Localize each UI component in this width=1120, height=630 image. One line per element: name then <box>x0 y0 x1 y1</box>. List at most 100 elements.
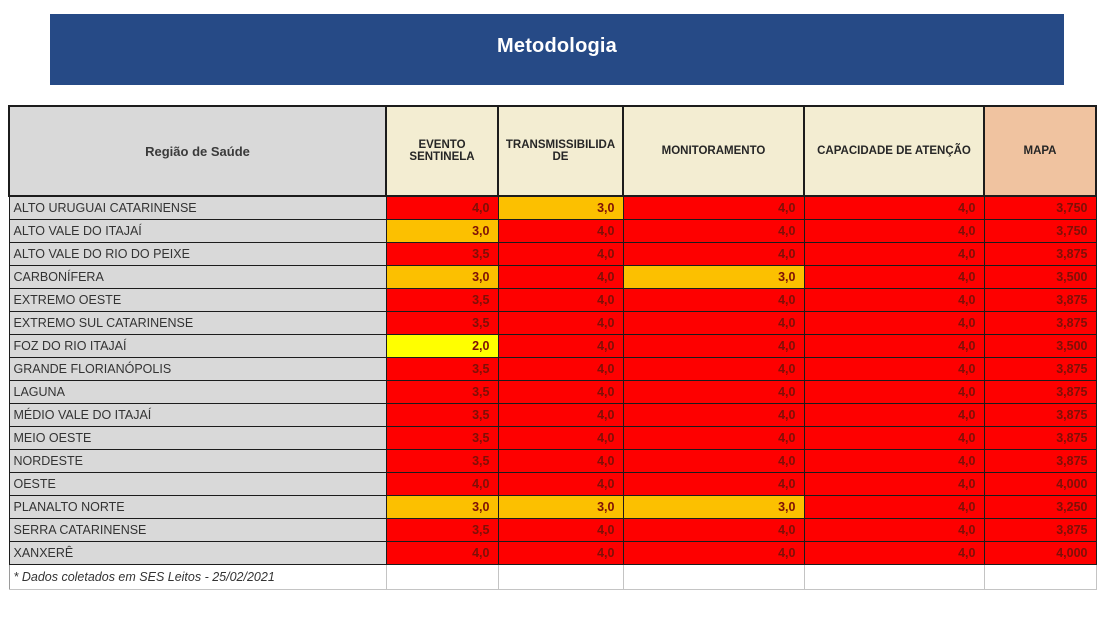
value-cell: 4,0 <box>803 334 985 358</box>
region-cell: EXTREMO SUL CATARINENSE <box>8 311 387 335</box>
value-cell: 4,0 <box>497 357 624 381</box>
region-cell: GRANDE FLORIANÓPOLIS <box>8 357 387 381</box>
value-cell: 4,0 <box>497 311 624 335</box>
value-cell: 4,0 <box>803 219 985 243</box>
value-cell: 4,0 <box>803 265 985 289</box>
value-cell: 4,0 <box>622 357 805 381</box>
value-cell: 3,875 <box>983 518 1097 542</box>
value-cell: 4,0 <box>385 472 499 496</box>
region-cell: XANXERÊ <box>8 541 387 565</box>
table-row: ALTO VALE DO ITAJAÍ 3,0 4,0 4,0 4,0 3,750 <box>8 219 1097 243</box>
value-cell: 3,875 <box>983 311 1097 335</box>
value-cell: 4,0 <box>803 541 985 565</box>
value-cell: 3,250 <box>983 495 1097 519</box>
value-cell: 4,0 <box>497 449 624 473</box>
region-cell: OESTE <box>8 472 387 496</box>
value-cell: 3,0 <box>497 495 624 519</box>
title-banner: Metodologia <box>50 14 1064 85</box>
value-cell: 4,0 <box>803 403 985 427</box>
footnote-row: * Dados coletados em SES Leitos - 25/02/… <box>8 564 1097 590</box>
footnote-text: * Dados coletados em SES Leitos - 25/02/… <box>8 564 387 590</box>
table-row: EXTREMO OESTE 3,5 4,0 4,0 4,0 3,875 <box>8 288 1097 312</box>
table-row: GRANDE FLORIANÓPOLIS 3,5 4,0 4,0 4,0 3,875 <box>8 357 1097 381</box>
region-cell: ALTO VALE DO RIO DO PEIXE <box>8 242 387 266</box>
methodology-table: Região de Saúde EVENTO SENTINELA TRANSMI… <box>8 105 1097 590</box>
table-body: ALTO URUGUAI CATARINENSE 4,0 3,0 4,0 4,0 3,75… <box>8 195 1097 565</box>
page-title: Metodologia <box>497 35 617 57</box>
value-cell: 4,0 <box>497 288 624 312</box>
column-header-transmissibilidade: TRANSMISSIBILIDADE <box>497 105 624 197</box>
value-cell: 4,0 <box>803 449 985 473</box>
value-cell: 3,5 <box>385 380 499 404</box>
table-row: MÉDIO VALE DO ITAJAÍ 3,5 4,0 4,0 4,0 3,875 <box>8 403 1097 427</box>
table-row: EXTREMO SUL CATARINENSE 3,5 4,0 4,0 4,0 3,875 <box>8 311 1097 335</box>
value-cell: 3,5 <box>385 403 499 427</box>
value-cell: 3,500 <box>983 334 1097 358</box>
column-header-regiao: Região de Saúde <box>8 105 387 197</box>
value-cell: 3,875 <box>983 426 1097 450</box>
value-cell: 3,5 <box>385 242 499 266</box>
value-cell: 3,750 <box>983 195 1097 220</box>
table-row: FOZ DO RIO ITAJAÍ 2,0 4,0 4,0 4,0 3,500 <box>8 334 1097 358</box>
value-cell: 4,0 <box>803 426 985 450</box>
footnote-empty-cell <box>983 564 1097 590</box>
value-cell: 4,0 <box>803 242 985 266</box>
value-cell: 4,0 <box>497 380 624 404</box>
value-cell: 3,875 <box>983 242 1097 266</box>
value-cell: 3,5 <box>385 449 499 473</box>
value-cell: 4,0 <box>803 311 985 335</box>
value-cell: 4,0 <box>622 403 805 427</box>
table-row: SERRA CATARINENSE 3,5 4,0 4,0 4,0 3,875 <box>8 518 1097 542</box>
value-cell: 4,0 <box>497 403 624 427</box>
footnote-empty-cell <box>622 564 805 590</box>
value-cell: 3,750 <box>983 219 1097 243</box>
footnote-empty-cell <box>803 564 985 590</box>
value-cell: 4,0 <box>497 541 624 565</box>
value-cell: 4,000 <box>983 541 1097 565</box>
value-cell: 3,5 <box>385 357 499 381</box>
footnote-empty-cell <box>385 564 499 590</box>
value-cell: 3,0 <box>622 495 805 519</box>
value-cell: 4,0 <box>622 219 805 243</box>
value-cell: 4,0 <box>385 541 499 565</box>
region-cell: LAGUNA <box>8 380 387 404</box>
value-cell: 3,875 <box>983 449 1097 473</box>
value-cell: 4,0 <box>803 288 985 312</box>
value-cell: 4,0 <box>622 380 805 404</box>
region-cell: ALTO VALE DO ITAJAÍ <box>8 219 387 243</box>
region-cell: EXTREMO OESTE <box>8 288 387 312</box>
region-cell: FOZ DO RIO ITAJAÍ <box>8 334 387 358</box>
table-row: NORDESTE 3,5 4,0 4,0 4,0 3,875 <box>8 449 1097 473</box>
value-cell: 4,0 <box>497 472 624 496</box>
value-cell: 4,000 <box>983 472 1097 496</box>
value-cell: 4,0 <box>497 334 624 358</box>
value-cell: 4,0 <box>803 195 985 220</box>
region-cell: MEIO OESTE <box>8 426 387 450</box>
value-cell: 4,0 <box>622 449 805 473</box>
column-header-monitoramento: MONITORAMENTO <box>622 105 805 197</box>
table-footer: * Dados coletados em SES Leitos - 25/02/… <box>8 564 1097 590</box>
table-row: ALTO URUGUAI CATARINENSE 4,0 3,0 4,0 4,0 3,75… <box>8 195 1097 220</box>
value-cell: 4,0 <box>497 265 624 289</box>
value-cell: 3,5 <box>385 288 499 312</box>
value-cell: 4,0 <box>497 242 624 266</box>
value-cell: 3,0 <box>622 265 805 289</box>
table-row: XANXERÊ 4,0 4,0 4,0 4,0 4,000 <box>8 541 1097 565</box>
value-cell: 3,0 <box>385 495 499 519</box>
table-row: MEIO OESTE 3,5 4,0 4,0 4,0 3,875 <box>8 426 1097 450</box>
value-cell: 4,0 <box>803 380 985 404</box>
value-cell: 3,0 <box>385 219 499 243</box>
value-cell: 4,0 <box>622 472 805 496</box>
value-cell: 4,0 <box>803 518 985 542</box>
value-cell: 4,0 <box>622 195 805 220</box>
column-header-mapa: MAPA <box>983 105 1097 197</box>
region-cell: MÉDIO VALE DO ITAJAÍ <box>8 403 387 427</box>
value-cell: 4,0 <box>497 518 624 542</box>
region-cell: PLANALTO NORTE <box>8 495 387 519</box>
header-row: Região de Saúde EVENTO SENTINELA TRANSMI… <box>8 105 1097 197</box>
table-row: LAGUNA 3,5 4,0 4,0 4,0 3,875 <box>8 380 1097 404</box>
value-cell: 4,0 <box>622 541 805 565</box>
value-cell: 4,0 <box>622 311 805 335</box>
table-row: OESTE 4,0 4,0 4,0 4,0 4,000 <box>8 472 1097 496</box>
